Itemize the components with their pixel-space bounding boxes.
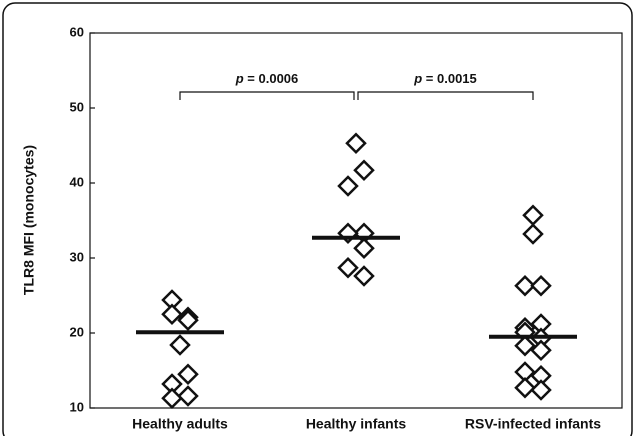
- data-point: [514, 274, 536, 297]
- bracket: [179, 91, 355, 100]
- data-point: [177, 309, 199, 332]
- data-point: [353, 159, 375, 182]
- data-point: [161, 387, 183, 410]
- data-point: [337, 256, 359, 279]
- y-axis-label: TLR8 MFI (monocytes): [21, 145, 37, 295]
- data-point: [345, 132, 367, 155]
- y-tick-label: 50: [70, 99, 84, 114]
- data-point: [514, 334, 536, 357]
- p-value: p = 0.0015: [413, 71, 477, 86]
- x-tick-label: Healthy infants: [306, 416, 407, 432]
- y-tick-label: 20: [70, 324, 84, 339]
- data-point: [161, 303, 183, 326]
- data-point: [514, 376, 536, 399]
- data-point: [177, 363, 199, 386]
- data-point: [530, 339, 552, 362]
- plot-area: [89, 32, 623, 409]
- data-point: [353, 265, 375, 287]
- data-point: [530, 379, 552, 401]
- p-value: p = 0.0006: [235, 71, 299, 86]
- data-point: [522, 223, 544, 245]
- y-tick-label: 30: [70, 249, 84, 264]
- y-tick-label: 40: [70, 174, 84, 189]
- x-tick-label: Healthy adults: [132, 416, 228, 432]
- data-point: [530, 274, 552, 297]
- data-point: [169, 334, 191, 356]
- y-tick-label: 10: [70, 399, 84, 414]
- data-point: [337, 175, 359, 197]
- bracket: [357, 91, 534, 100]
- y-tick-label: 60: [70, 24, 84, 39]
- data-point: [177, 385, 199, 407]
- data-point: [522, 204, 544, 227]
- x-tick-label: RSV-infected infants: [465, 416, 601, 432]
- data-point: [353, 237, 375, 260]
